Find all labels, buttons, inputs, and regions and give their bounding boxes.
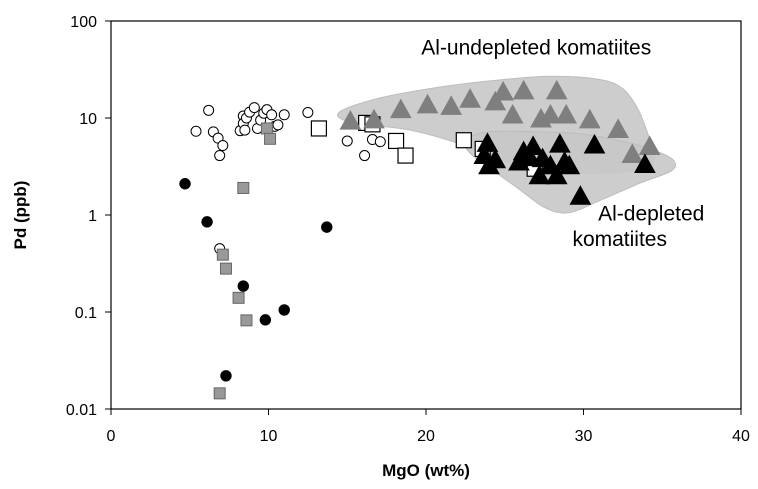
open-square-point: [455, 132, 472, 149]
open-circle-point: [203, 104, 215, 116]
gray-triangle-point: [389, 98, 412, 119]
x-tick-label: 20: [417, 428, 435, 445]
open-circle-point: [248, 102, 260, 114]
gray-triangle-point: [512, 79, 535, 100]
tick-labels: 0 10 20 30 40 0.01 0.1 1 10 100: [66, 14, 750, 445]
gray-square-point: [219, 262, 232, 275]
gray-triangle-point: [621, 143, 644, 164]
open-circle-point: [302, 106, 314, 118]
filled-circle-point: [237, 280, 250, 292]
x-tick-label: 10: [260, 428, 278, 445]
y-tick-label: 0.01: [66, 402, 97, 419]
y-axis-title: Pd (ppb): [11, 181, 30, 250]
black-triangle-point: [528, 164, 551, 185]
black-triangle-point: [558, 154, 581, 175]
x-tick-label: 0: [107, 428, 116, 445]
open-circle-point: [374, 136, 386, 148]
black-triangle-point: [545, 164, 568, 185]
filled-circle-point: [220, 370, 232, 382]
gray-triangle-point: [545, 79, 568, 100]
plot-frame: [105, 20, 742, 415]
black-triangle-point: [484, 148, 507, 169]
filled-circle-point: [179, 178, 191, 190]
black-triangle-point: [569, 185, 592, 205]
filled-circle-point: [321, 221, 333, 233]
y-tick-label: 1: [88, 208, 97, 225]
gray-square-point: [216, 248, 229, 261]
gray-triangle-point: [555, 103, 578, 124]
gray-triangle-point: [339, 110, 362, 130]
y-tick-label: 10: [79, 111, 97, 128]
gray-triangle-point: [578, 108, 601, 129]
annotation-label: komatiites: [572, 228, 667, 251]
filled-circle-point: [278, 304, 290, 316]
filled-circle-point: [201, 216, 213, 228]
filled-circle-point: [259, 314, 272, 326]
gray-triangle-point: [416, 93, 439, 114]
open-circle-point: [341, 135, 353, 147]
black-triangle-point: [634, 153, 656, 173]
open-circle-point: [214, 150, 226, 162]
gray-triangle-point: [607, 118, 629, 138]
black-triangle-point: [519, 146, 541, 167]
open-square-point: [387, 132, 405, 150]
gray-square-point: [237, 181, 250, 194]
open-circle-point: [239, 124, 251, 136]
y-tick-label: 0.1: [75, 305, 97, 322]
gray-triangle-point: [638, 135, 661, 156]
x-axis-title: MgO (wt%): [382, 461, 470, 480]
gray-square-point: [260, 122, 273, 135]
black-triangle-point: [583, 133, 606, 154]
gray-triangle-point: [459, 88, 481, 108]
gray-triangle-point: [492, 80, 515, 101]
open-circle-point: [359, 150, 371, 162]
gray-triangle-point: [539, 103, 562, 124]
y-tick-label: 100: [70, 14, 97, 31]
gray-triangle-point: [440, 95, 463, 115]
x-tick-label: 40: [732, 428, 750, 445]
open-circle-point: [266, 109, 278, 121]
gray-square-point: [213, 387, 226, 400]
open-circle-point: [278, 109, 290, 121]
gray-triangle-point: [363, 108, 385, 129]
open-square-point: [397, 147, 414, 164]
open-square-point: [310, 120, 327, 137]
black-triangle-point: [549, 133, 571, 153]
annotation-label: Al-undepleted komatiites: [421, 37, 651, 60]
open-circle-point: [217, 140, 229, 152]
black-triangle-point: [476, 132, 499, 152]
annotation-label: Al-depleted: [598, 202, 704, 225]
data-points: [179, 79, 661, 400]
gray-triangle-point: [484, 90, 507, 111]
gray-square-point: [232, 291, 245, 304]
annotations: Al-undepleted komatiites Al-depleted komat…: [421, 37, 704, 251]
black-triangle-point: [522, 135, 544, 156]
gray-square-point: [240, 314, 253, 327]
gray-square-point: [264, 132, 277, 145]
open-circle-point: [190, 125, 202, 137]
open-circle-point: [272, 119, 284, 131]
x-tick-label: 30: [575, 428, 593, 445]
gray-triangle-point: [501, 103, 524, 124]
